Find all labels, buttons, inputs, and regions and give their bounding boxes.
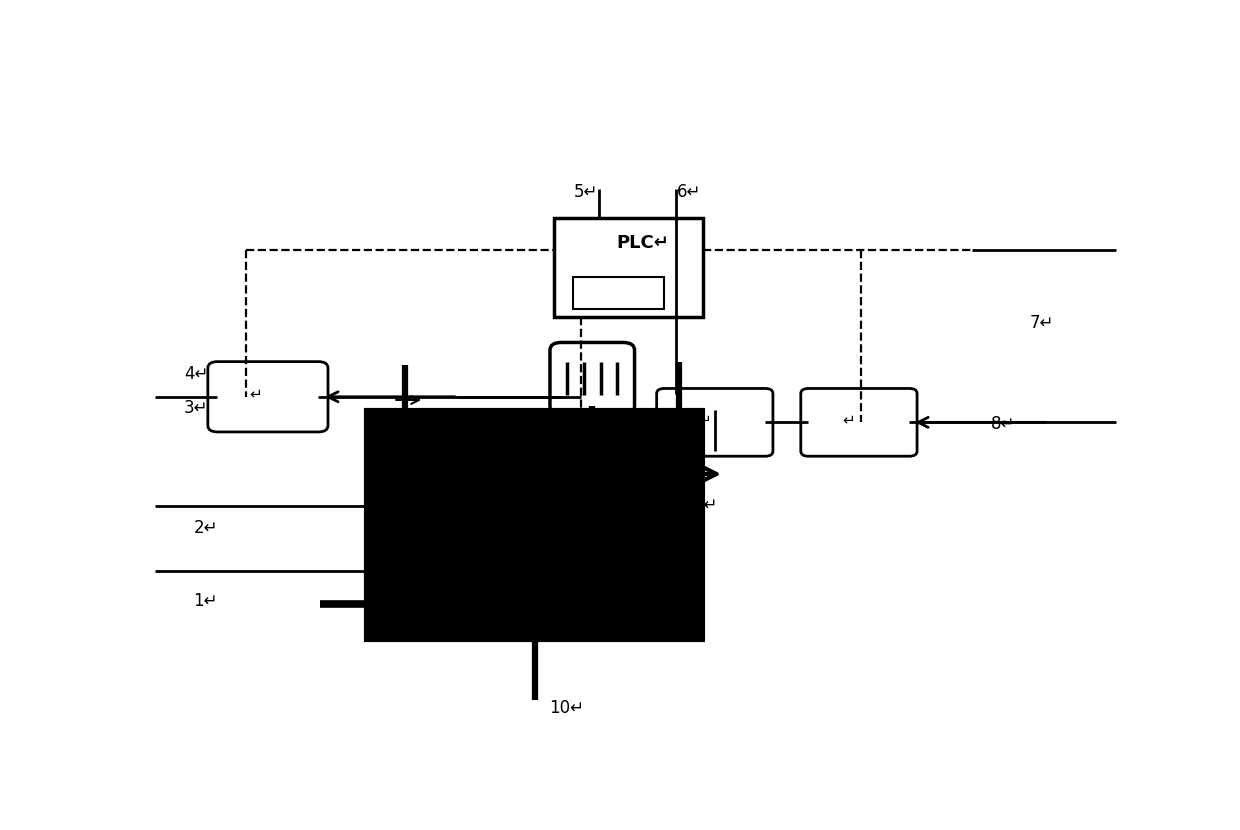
FancyBboxPatch shape xyxy=(657,388,773,456)
Text: PLC↵: PLC↵ xyxy=(616,233,670,251)
FancyBboxPatch shape xyxy=(551,343,635,414)
Text: 5↵: 5↵ xyxy=(574,183,599,201)
Text: 10↵: 10↵ xyxy=(549,699,584,717)
Bar xyxy=(554,217,703,317)
Text: 1↵: 1↵ xyxy=(193,593,218,610)
Text: ↵: ↵ xyxy=(698,412,711,427)
Text: 7↵: 7↵ xyxy=(1029,315,1054,332)
Text: 9↵: 9↵ xyxy=(693,496,718,515)
Text: 3↵: 3↵ xyxy=(184,398,208,417)
Text: ↵: ↵ xyxy=(249,387,262,402)
Bar xyxy=(367,409,703,640)
FancyBboxPatch shape xyxy=(801,388,918,456)
Text: 8↵: 8↵ xyxy=(991,415,1016,433)
Text: 2↵: 2↵ xyxy=(193,519,218,537)
Text: ↵: ↵ xyxy=(842,412,856,427)
Text: 6↵: 6↵ xyxy=(677,183,701,201)
Text: 4↵: 4↵ xyxy=(184,365,208,383)
Bar xyxy=(573,277,665,310)
FancyBboxPatch shape xyxy=(208,362,327,432)
